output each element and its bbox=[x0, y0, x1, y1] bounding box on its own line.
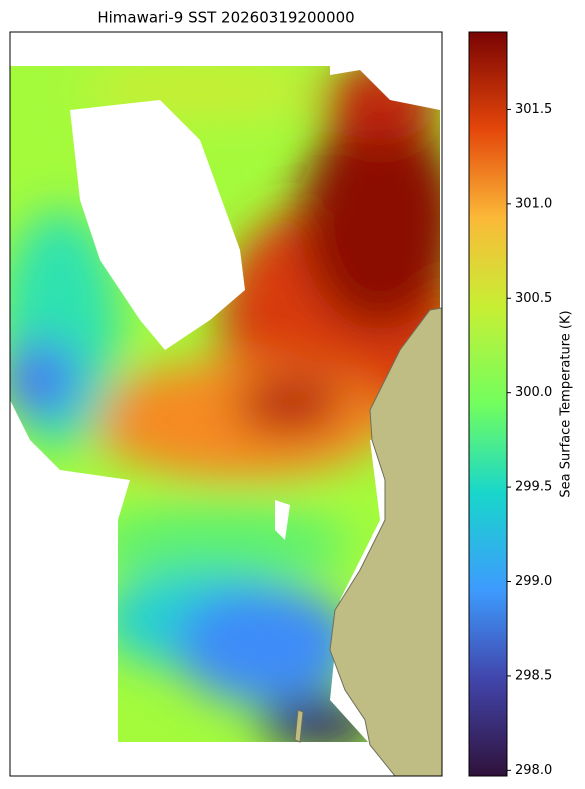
colorbar-tick-label: 298.0 bbox=[515, 763, 552, 778]
colorbar bbox=[468, 31, 508, 777]
colorbar-tick-label: 300.0 bbox=[515, 385, 552, 400]
colorbar-tick-label: 300.5 bbox=[515, 291, 552, 306]
sst-field bbox=[10, 66, 442, 776]
map-frame bbox=[9, 31, 443, 777]
colorbar-tick-label: 299.0 bbox=[515, 574, 552, 589]
land bbox=[329, 307, 442, 776]
colorbar-tick-label: 301.0 bbox=[515, 196, 552, 211]
colorbar-tick-label: 298.5 bbox=[515, 668, 552, 683]
island bbox=[294, 709, 304, 743]
colorbar-label: Sea Surface Temperature (K) bbox=[559, 310, 574, 497]
colorbar-tick-label: 301.5 bbox=[515, 102, 552, 117]
chart-title: Himawari-9 SST 20260319200000 bbox=[97, 9, 354, 27]
colorbar-tick-label: 299.5 bbox=[515, 480, 552, 495]
